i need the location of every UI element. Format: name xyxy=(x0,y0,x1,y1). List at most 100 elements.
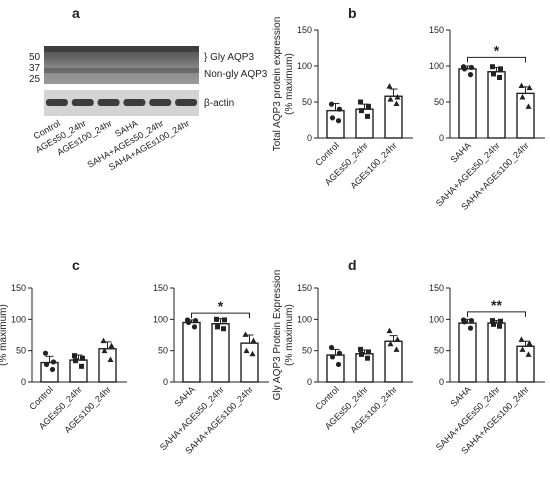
data-point xyxy=(328,101,335,107)
data-point xyxy=(393,346,400,352)
data-point xyxy=(43,361,50,368)
category-label: Control xyxy=(313,140,341,168)
data-point xyxy=(525,103,532,109)
data-point xyxy=(359,351,364,357)
data-point xyxy=(329,115,336,121)
y-tick-label: 100 xyxy=(429,314,444,324)
data-point xyxy=(393,100,400,106)
category-label: SAHA xyxy=(449,384,473,408)
bar xyxy=(487,71,506,139)
actin-band xyxy=(71,99,94,106)
data-point xyxy=(250,337,257,344)
data-point xyxy=(467,72,474,78)
data-point xyxy=(249,350,256,357)
significance-bracket xyxy=(191,312,250,319)
bar xyxy=(98,348,117,383)
data-point xyxy=(525,351,532,357)
y-tick-label: 50 xyxy=(158,346,168,356)
data-point xyxy=(100,337,107,344)
aqp3-blot-strip xyxy=(44,46,199,84)
y-tick-label: 100 xyxy=(297,61,312,71)
y-axis-label-line: (% maximum) xyxy=(284,53,295,115)
bar xyxy=(69,359,88,383)
data-point xyxy=(526,84,533,91)
data-point xyxy=(221,326,226,332)
data-point xyxy=(243,347,250,354)
data-point xyxy=(101,347,108,354)
y-tick-label: 100 xyxy=(11,314,26,324)
data-point xyxy=(242,331,249,337)
significance-bracket xyxy=(467,56,526,63)
data-point xyxy=(49,366,56,373)
y-tick-label: 50 xyxy=(302,346,312,356)
actin-band xyxy=(45,99,68,106)
bar xyxy=(458,68,477,139)
y-tick-label: 150 xyxy=(297,283,312,293)
data-point xyxy=(50,359,57,365)
panel-letter-b: b xyxy=(348,5,357,21)
y-axis-label-line: Gly AQP3 Protein Expression xyxy=(272,270,283,401)
data-point xyxy=(468,64,475,71)
category-label: Control xyxy=(27,384,55,412)
data-point xyxy=(73,358,78,364)
bar xyxy=(355,353,374,383)
panel-letter-d: d xyxy=(348,257,357,273)
data-point xyxy=(42,350,49,356)
data-point xyxy=(491,71,496,77)
significance-bracket xyxy=(467,311,526,317)
bar xyxy=(458,322,477,383)
bar xyxy=(240,342,259,383)
gly-band xyxy=(44,46,199,52)
data-point xyxy=(79,363,84,369)
category-label: SAHA xyxy=(173,384,197,408)
data-point xyxy=(222,317,227,323)
data-point xyxy=(108,342,115,349)
data-point xyxy=(336,106,343,112)
data-point xyxy=(366,349,371,355)
data-point xyxy=(386,83,393,89)
panel-letter-a: a xyxy=(72,5,80,21)
bar xyxy=(40,361,59,383)
beta-actin-label: β-actin xyxy=(204,98,234,109)
bar xyxy=(516,92,535,139)
y-tick-label: 50 xyxy=(434,97,444,107)
data-point xyxy=(365,113,370,119)
data-point xyxy=(107,356,114,362)
significance-label: * xyxy=(218,298,224,314)
data-point xyxy=(490,64,495,70)
data-point xyxy=(461,319,468,325)
data-point xyxy=(359,108,364,114)
y-tick-label: 150 xyxy=(429,25,444,35)
data-point xyxy=(526,340,533,346)
panel-letter-c: c xyxy=(72,257,80,273)
data-point xyxy=(518,336,525,342)
y-tick-label: 0 xyxy=(163,377,168,387)
data-point xyxy=(468,317,475,324)
data-point xyxy=(365,355,370,361)
data-point xyxy=(358,346,363,352)
chart-d-right: 050100150SAHASAHA+AGEs50_24hrSAHA+AGEs10… xyxy=(429,283,545,456)
y-axis-label: Total AQP3 protein expression(% maximum) xyxy=(272,17,295,152)
data-point xyxy=(394,336,401,342)
y-tick-label: 150 xyxy=(11,283,26,293)
y-tick-label: 50 xyxy=(302,97,312,107)
bar xyxy=(516,345,535,383)
data-point xyxy=(519,93,526,100)
y-tick-label: 100 xyxy=(429,61,444,71)
y-tick-label: 50 xyxy=(434,346,444,356)
data-point xyxy=(72,353,77,359)
y-tick-label: 0 xyxy=(307,377,312,387)
data-point xyxy=(185,319,192,326)
y-tick-label: 150 xyxy=(297,25,312,35)
data-point xyxy=(366,103,371,109)
bar xyxy=(487,322,506,383)
significance-label: * xyxy=(494,42,500,58)
y-tick-label: 0 xyxy=(439,377,444,387)
data-point xyxy=(329,354,336,360)
data-point xyxy=(461,66,468,72)
data-point xyxy=(519,346,526,352)
chart-b-right: 050100150SAHASAHA+AGEs50_24hrSAHA+AGEs10… xyxy=(429,25,545,212)
bar xyxy=(326,109,345,139)
